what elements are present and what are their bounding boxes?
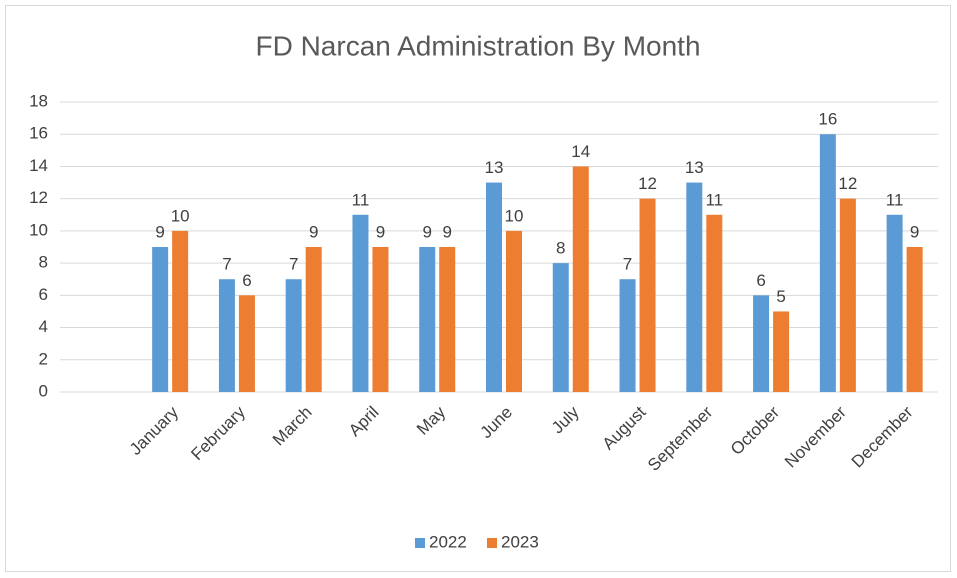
- data-label: 7: [222, 255, 231, 274]
- y-tick-label: 0: [39, 381, 48, 400]
- bar: [839, 198, 856, 392]
- bar: [439, 247, 456, 392]
- data-label: 9: [155, 222, 164, 241]
- legend-label: 2023: [501, 532, 539, 551]
- bar: [419, 247, 436, 392]
- data-label: 13: [485, 158, 504, 177]
- y-tick-label: 8: [39, 253, 48, 272]
- bar: [486, 182, 502, 392]
- data-label: 5: [776, 287, 785, 306]
- data-label: 12: [638, 174, 657, 193]
- legend-label: 2022: [429, 532, 467, 551]
- bar: [706, 214, 723, 392]
- data-label: 10: [171, 206, 190, 225]
- bar: [372, 247, 389, 392]
- bar: [686, 182, 703, 392]
- data-label: 6: [242, 271, 251, 290]
- data-label: 13: [685, 158, 704, 177]
- data-label: 11: [705, 190, 723, 209]
- data-label: 11: [886, 190, 904, 209]
- bar: [352, 214, 369, 392]
- y-tick-label: 14: [29, 156, 48, 175]
- bar: [172, 230, 189, 392]
- bar: [773, 311, 790, 392]
- bar: [886, 214, 903, 392]
- bar: [152, 247, 169, 392]
- data-label: 11: [352, 190, 370, 209]
- bar: [305, 247, 322, 392]
- bar: [619, 279, 636, 392]
- data-label: 9: [422, 222, 431, 241]
- data-label: 16: [818, 110, 837, 129]
- legend-swatch: [415, 538, 425, 548]
- data-label: 10: [505, 206, 524, 225]
- y-tick-label: 6: [39, 285, 48, 304]
- bar: [572, 166, 589, 392]
- bar: [238, 295, 255, 392]
- bar: [906, 247, 923, 392]
- chart-title: FD Narcan Administration By Month: [255, 30, 700, 61]
- y-tick-label: 2: [39, 349, 48, 368]
- data-label: 7: [289, 255, 298, 274]
- data-label: 9: [376, 222, 385, 241]
- y-tick-label: 18: [29, 91, 48, 110]
- bar: [285, 279, 302, 392]
- bar: [218, 279, 235, 392]
- data-label: 7: [623, 255, 632, 274]
- y-tick-label: 12: [29, 188, 48, 207]
- chart-border: [5, 5, 951, 572]
- data-label: 8: [556, 239, 565, 258]
- legend-swatch: [487, 538, 497, 548]
- data-label: 12: [838, 174, 857, 193]
- bar: [819, 134, 836, 392]
- bar: [552, 263, 569, 392]
- data-label: 9: [309, 222, 318, 241]
- data-label: 9: [910, 222, 919, 241]
- data-label: 14: [571, 142, 590, 161]
- bar: [639, 198, 656, 392]
- data-label: 6: [756, 271, 765, 290]
- y-tick-label: 16: [29, 124, 48, 143]
- bar: [506, 230, 522, 392]
- y-tick-label: 10: [29, 220, 48, 239]
- bar: [753, 295, 770, 392]
- y-tick-label: 4: [39, 317, 48, 336]
- data-label: 9: [442, 222, 451, 241]
